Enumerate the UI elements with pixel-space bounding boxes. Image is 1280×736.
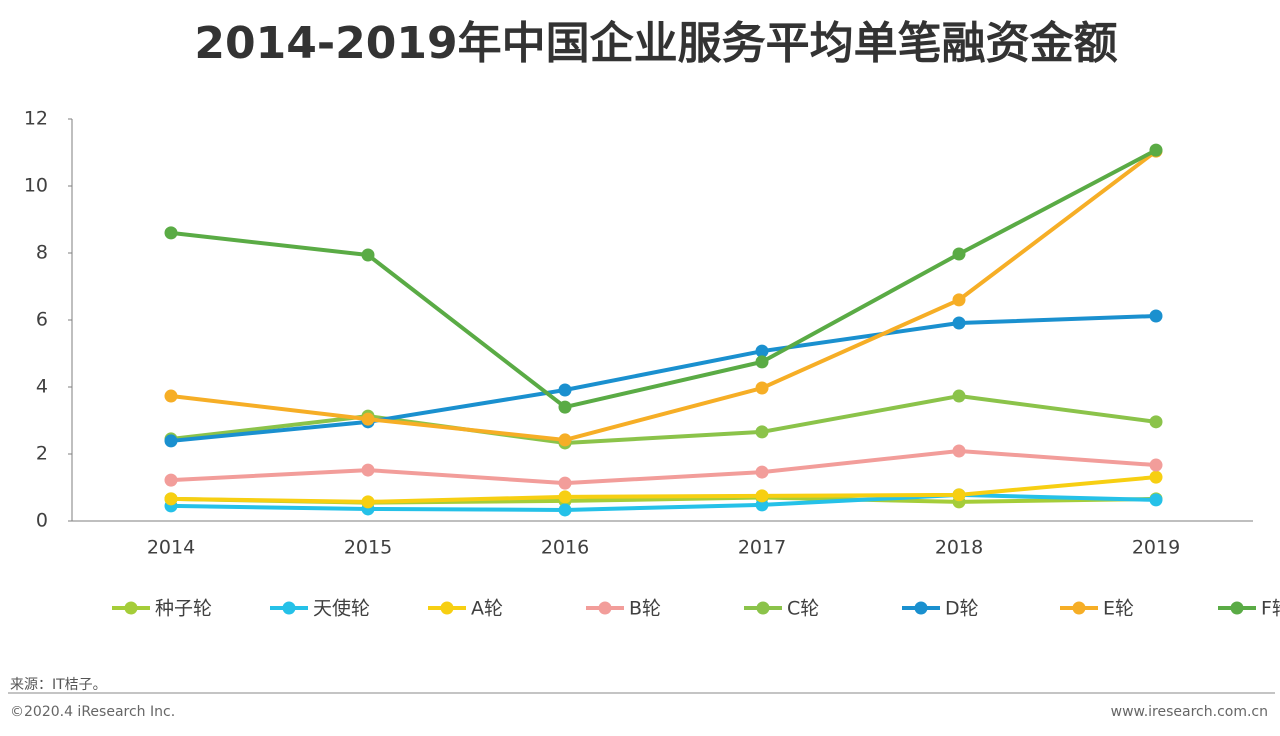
data-point [755, 489, 769, 503]
data-point [1149, 493, 1163, 507]
data-point [755, 355, 769, 369]
data-point [558, 433, 572, 447]
legend-marker [1230, 601, 1244, 615]
data-point [952, 389, 966, 403]
x-tick-label: 2015 [344, 537, 392, 559]
data-point [361, 412, 375, 426]
legend-label: D轮 [945, 598, 979, 620]
data-point [952, 488, 966, 502]
data-point [558, 490, 572, 504]
data-point [755, 381, 769, 395]
data-point [755, 344, 769, 358]
data-point [558, 503, 572, 517]
data-point [558, 383, 572, 397]
series-line [170, 313, 1157, 443]
legend-marker [756, 601, 770, 615]
data-point [755, 465, 769, 479]
x-tick-label: 2018 [935, 537, 983, 559]
data-point [1149, 415, 1163, 429]
legend-marker [1072, 601, 1086, 615]
y-tick-label: 0 [36, 510, 48, 532]
data-point [952, 293, 966, 307]
data-point [361, 495, 375, 509]
source: 来源：IT桔子。 [10, 677, 107, 693]
x-tick-label: 2016 [541, 537, 589, 559]
data-point [361, 463, 375, 477]
website: www.iresearch.com.cn [1111, 704, 1268, 720]
series-line [170, 394, 1157, 445]
data-point [164, 473, 178, 487]
x-tick-label: 2014 [147, 537, 195, 559]
legend-label: 天使轮 [313, 598, 370, 620]
data-point [755, 498, 769, 512]
chart-title: 2014-2019年中国企业服务平均单笔融资金额 [194, 18, 1117, 69]
y-tick-label: 4 [36, 376, 48, 398]
series-line [170, 492, 1157, 512]
data-point [361, 248, 375, 262]
series-line [170, 148, 1157, 410]
legend-label: C轮 [787, 598, 819, 620]
x-tick-label: 2019 [1132, 537, 1180, 559]
series-line [170, 149, 1158, 442]
legend-marker [282, 601, 296, 615]
y-tick-label: 12 [24, 108, 48, 130]
data-point [1149, 470, 1163, 484]
legend-label: F轮 [1261, 598, 1280, 620]
y-tick-label: 10 [24, 175, 48, 197]
legend-marker [440, 601, 454, 615]
data-point [164, 389, 178, 403]
series-line [170, 475, 1157, 504]
legend-marker [124, 601, 138, 615]
data-point [1149, 143, 1163, 157]
legend-marker [598, 601, 612, 615]
series-line [170, 448, 1157, 486]
legend-label: A轮 [471, 598, 503, 620]
legend-marker [914, 601, 928, 615]
data-point [1149, 458, 1163, 472]
data-point [164, 434, 178, 448]
data-point [952, 316, 966, 330]
data-point [1149, 309, 1163, 323]
data-point [164, 492, 178, 506]
y-tick-label: 2 [36, 443, 48, 465]
data-point [755, 425, 769, 439]
data-point [558, 476, 572, 490]
data-point [558, 400, 572, 414]
data-point [164, 226, 178, 240]
legend-label: 种子轮 [155, 598, 212, 620]
data-point [952, 444, 966, 458]
data-point [952, 247, 966, 261]
y-tick-label: 8 [36, 242, 48, 264]
legend-label: B轮 [629, 598, 661, 620]
copyright: ©2020.4 iResearch Inc. [10, 704, 175, 720]
legend-label: E轮 [1103, 598, 1134, 620]
y-tick-label: 6 [36, 309, 48, 331]
x-tick-label: 2017 [738, 537, 786, 559]
